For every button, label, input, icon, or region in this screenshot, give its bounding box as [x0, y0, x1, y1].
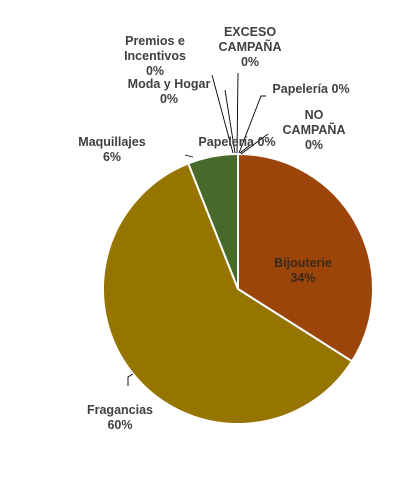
leader-line [236, 72, 239, 154]
data-label-line: CAMPAÑA [219, 39, 282, 54]
data-label-line: Maquillajes [78, 135, 145, 149]
leader-line [239, 144, 251, 154]
data-label-line: 0% [305, 138, 323, 152]
leader-line [184, 154, 194, 158]
data-label: EXCESO CAMPAÑA 0% [219, 25, 282, 69]
leader-line [127, 373, 134, 386]
leader-line [238, 95, 266, 154]
leader-line [224, 89, 236, 154]
data-label-line: 0% [241, 55, 259, 69]
data-label: Maquillajes 6% [78, 135, 145, 164]
data-label: Moda y Hogar 0% [128, 77, 211, 106]
data-label-line: Fragancias [87, 403, 153, 417]
data-label: Fragancias 60% [87, 403, 153, 432]
leader-line [211, 74, 234, 154]
data-label-line: Papelería 0% [272, 82, 349, 96]
data-label-line: Incentivos [124, 49, 186, 63]
data-label-line: CAMPAÑA [283, 122, 346, 137]
pie-slice-maquillajes [187, 152, 239, 290]
data-label: Premios e Incentivos 0% [124, 34, 186, 78]
data-label: Papelería 0% [272, 82, 349, 96]
data-label-line: EXCESO [224, 25, 276, 39]
leader-lines [127, 72, 269, 386]
data-label: Papelería 0% [198, 135, 275, 149]
data-label-line: Bijouterie [274, 256, 332, 270]
pie-slices [102, 152, 374, 425]
data-label-line: Moda y Hogar [128, 77, 211, 91]
data-label: NO CAMPAÑA 0% [283, 108, 346, 152]
data-label-line: Premios e [125, 34, 185, 48]
data-label-line: 6% [103, 150, 121, 164]
data-label-line: 34% [290, 271, 315, 285]
data-label: Bijouterie 34% [274, 256, 332, 285]
data-labels: Bijouterie 34% Fragancias 60% Maquillajes 6% P… [78, 25, 349, 432]
data-label-line: NO [305, 108, 324, 122]
leader-line [240, 133, 269, 155]
pie-slice-fragancias [102, 162, 354, 425]
data-label-line: Papelería 0% [198, 135, 275, 149]
data-label-line: 60% [107, 418, 132, 432]
data-label-line: 0% [146, 64, 164, 78]
data-label-line: 0% [160, 92, 178, 106]
